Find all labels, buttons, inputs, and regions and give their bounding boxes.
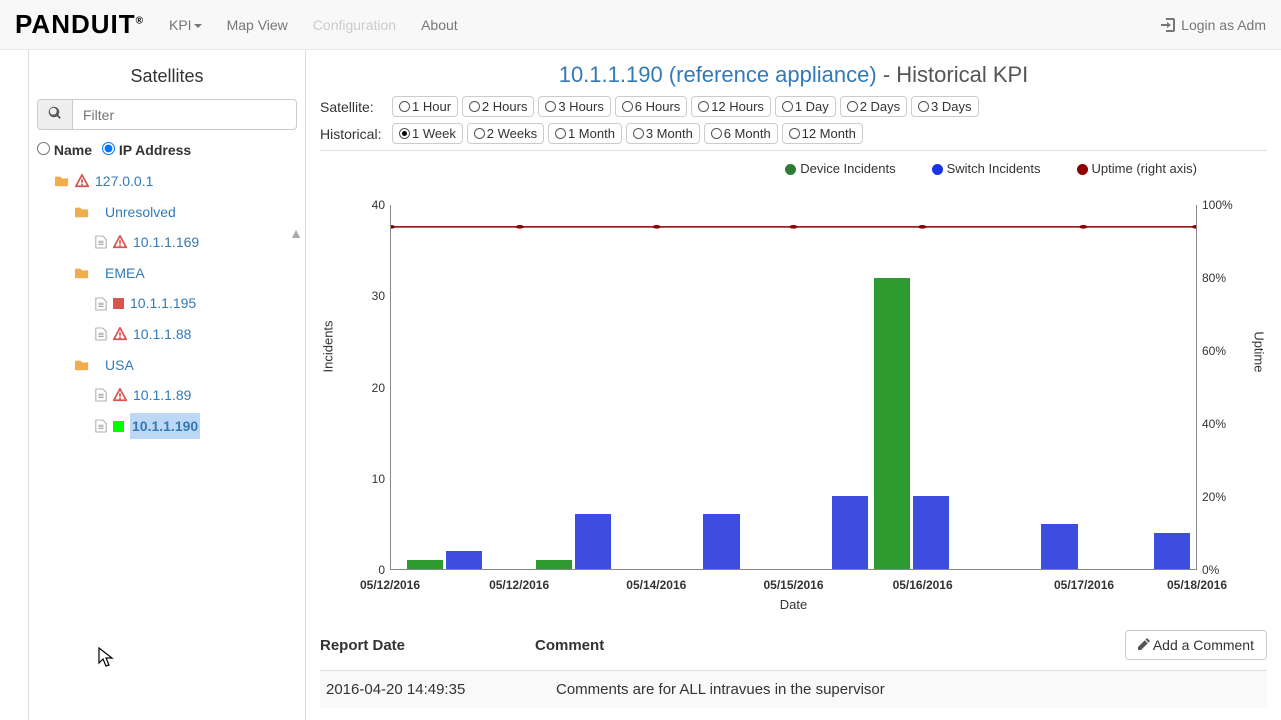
kpi-chart: Incidents Uptime Date 0 10 20 30 40 0% 20% 40% 6…	[320, 180, 1267, 610]
login-text: Login as Adm	[1181, 17, 1266, 33]
nav-links: KPI Map View Configuration About	[169, 17, 1160, 33]
y-left-tick: 40	[360, 198, 385, 212]
x-tick: 05/16/2016	[893, 578, 953, 592]
page-title: 10.1.1.190 (reference appliance) - Histo…	[320, 62, 1267, 88]
satellite-filter-row: Satellite: 1 Hour 2 Hours 3 Hours 6 Hour…	[320, 96, 1267, 117]
satellite-opt-6[interactable]: 2 Days	[840, 96, 907, 117]
historical-filter-row: Historical: 1 Week 2 Weeks 1 Month 3 Mon…	[320, 123, 1267, 144]
nav-about[interactable]: About	[421, 17, 458, 33]
bar-switch	[1041, 524, 1077, 570]
historical-label: Historical:	[320, 126, 388, 142]
y-left-tick: 0	[360, 563, 385, 577]
satellite-opt-4[interactable]: 12 Hours	[691, 96, 771, 117]
x-tick: 05/18/2016	[1167, 578, 1227, 592]
pencil-icon	[1138, 638, 1150, 650]
title-link[interactable]: 10.1.1.190 (reference appliance)	[559, 62, 877, 87]
content: 10.1.1.190 (reference appliance) - Histo…	[306, 50, 1281, 720]
cursor-icon	[97, 647, 115, 675]
y-left-tick: 20	[360, 381, 385, 395]
x-tick: 05/14/2016	[626, 578, 686, 592]
add-comment-button[interactable]: Add a Comment	[1125, 630, 1267, 660]
satellite-tree: 127.0.0.1 Unresolved 10.1.1.169 EMEA 10.…	[37, 166, 297, 441]
sidebar: Satellites Name IP Address 127.0.0.1 Unr…	[28, 50, 306, 720]
historical-opt-1[interactable]: 2 Weeks	[467, 123, 544, 144]
tree-item[interactable]: 10.1.1.89	[55, 380, 297, 411]
tree-group[interactable]: Unresolved	[55, 197, 297, 228]
y-left-tick: 10	[360, 472, 385, 486]
y-right-tick: 40%	[1202, 417, 1237, 431]
satellite-opt-2[interactable]: 3 Hours	[538, 96, 611, 117]
y-right-tick: 100%	[1202, 198, 1237, 212]
radio-name[interactable]: Name	[37, 142, 92, 158]
tree-view-mode: Name IP Address	[37, 138, 297, 166]
y-right-tick: 80%	[1202, 271, 1237, 285]
scroll-up-icon[interactable]: ▲	[289, 225, 303, 241]
satellite-opt-5[interactable]: 1 Day	[775, 96, 836, 117]
filter-input[interactable]	[72, 99, 297, 130]
comment-row: 2016-04-20 14:49:35Comments are for ALL …	[320, 670, 1267, 708]
bar-switch	[703, 514, 739, 569]
bar-switch	[832, 496, 868, 569]
tree-group[interactable]: USA	[55, 350, 297, 381]
comments-header: Report Date Comment Add a Comment	[320, 630, 1267, 660]
sidebar-title: Satellites	[37, 66, 297, 87]
x-tick: 05/17/2016	[1054, 578, 1114, 592]
satellite-opt-1[interactable]: 2 Hours	[462, 96, 535, 117]
satellite-opt-7[interactable]: 3 Days	[911, 96, 978, 117]
tree-item[interactable]: 10.1.1.169	[55, 227, 297, 258]
col-report-date: Report Date	[320, 637, 405, 654]
tree-item[interactable]: 10.1.1.190	[55, 411, 297, 442]
y-right-tick: 0%	[1202, 563, 1237, 577]
x-title: Date	[780, 597, 807, 612]
y-left-title: Incidents	[321, 320, 336, 372]
nav-kpi[interactable]: KPI	[169, 17, 202, 33]
search-icon[interactable]	[37, 99, 72, 130]
tree-item[interactable]: 10.1.1.88	[55, 319, 297, 350]
x-tick: 05/15/2016	[763, 578, 823, 592]
tree-group[interactable]: EMEA	[55, 258, 297, 289]
bar-device	[407, 560, 443, 569]
bar-switch	[913, 496, 949, 569]
col-comment: Comment	[535, 637, 604, 654]
historical-opt-4[interactable]: 6 Month	[704, 123, 778, 144]
bar-switch	[575, 514, 611, 569]
login-icon	[1160, 17, 1176, 33]
nav-mapview[interactable]: Map View	[227, 17, 288, 33]
bar-device	[874, 278, 910, 569]
radio-ip[interactable]: IP Address	[102, 142, 191, 158]
y-right-tick: 60%	[1202, 344, 1237, 358]
tree-root[interactable]: 127.0.0.1	[55, 166, 297, 197]
x-tick: 05/12/2016	[489, 578, 549, 592]
historical-opt-5[interactable]: 12 Month	[782, 123, 863, 144]
login-link[interactable]: Login as Adm	[1160, 17, 1266, 33]
satellite-label: Satellite:	[320, 99, 388, 115]
historical-opt-2[interactable]: 1 Month	[548, 123, 622, 144]
bar-device	[536, 560, 572, 569]
bar-switch	[446, 551, 482, 569]
chart-legend: Device IncidentsSwitch IncidentsUptime (…	[320, 161, 1267, 176]
x-tick: 05/12/2016	[360, 578, 420, 592]
satellite-opt-0[interactable]: 1 Hour	[392, 96, 458, 117]
brand-logo: PANDUIT®	[15, 9, 144, 40]
navbar: PANDUIT® KPI Map View Configuration Abou…	[0, 0, 1281, 50]
historical-opt-0[interactable]: 1 Week	[392, 123, 463, 144]
nav-config: Configuration	[313, 17, 396, 33]
y-right-tick: 20%	[1202, 490, 1237, 504]
tree-item[interactable]: 10.1.1.195	[55, 288, 297, 319]
historical-opt-3[interactable]: 3 Month	[626, 123, 700, 144]
y-right-title: Uptime	[1252, 331, 1267, 372]
bar-switch	[1154, 533, 1190, 569]
satellite-opt-3[interactable]: 6 Hours	[615, 96, 688, 117]
y-left-tick: 30	[360, 289, 385, 303]
